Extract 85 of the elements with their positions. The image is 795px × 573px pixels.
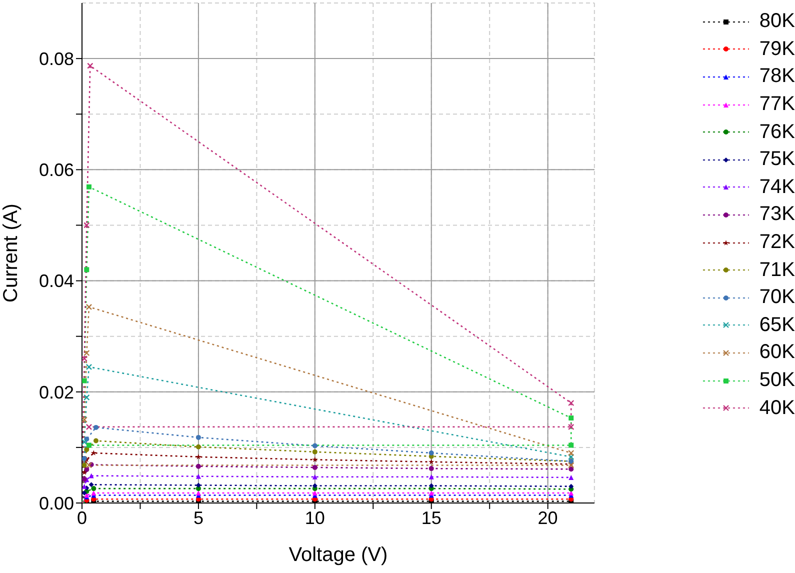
legend-label: 65K <box>759 314 795 337</box>
point <box>82 456 87 462</box>
point <box>82 355 88 362</box>
point <box>312 464 318 470</box>
point <box>86 364 92 370</box>
x-tick-label: 10 <box>304 508 325 528</box>
point <box>568 424 574 430</box>
point <box>428 458 434 464</box>
point <box>88 482 94 488</box>
point <box>312 483 318 488</box>
y-tick-label: 0.00 <box>38 493 74 514</box>
point <box>93 424 98 430</box>
legend-label: 73K <box>759 203 795 226</box>
point <box>82 484 87 489</box>
y-tick-label: 0.06 <box>38 160 74 180</box>
legend-label: 40K <box>759 396 795 420</box>
point <box>312 456 318 462</box>
legend-label: 79K <box>759 38 795 61</box>
point <box>86 184 92 190</box>
point <box>196 464 201 469</box>
legend-label: 72K <box>759 231 795 254</box>
y-axis-title: Current (A) <box>0 204 22 302</box>
point <box>428 490 434 496</box>
legend-label: 50K <box>759 369 795 392</box>
point <box>82 438 88 445</box>
point <box>91 486 96 492</box>
legend-label: 75K <box>759 148 795 172</box>
legend-label: 76K <box>759 120 795 144</box>
x-tick-label: 0 <box>76 508 88 528</box>
point <box>84 447 90 452</box>
legend-label: 77K <box>759 93 795 116</box>
legend-label: 78K <box>759 65 795 88</box>
point <box>82 378 87 384</box>
point <box>428 474 434 480</box>
point <box>86 424 92 430</box>
point <box>88 473 94 478</box>
x-tick-label: 20 <box>538 508 558 528</box>
point <box>568 416 574 420</box>
point <box>84 394 90 401</box>
point <box>82 476 87 482</box>
x-tick-label: 5 <box>193 508 204 528</box>
point <box>90 450 96 456</box>
point <box>568 474 574 480</box>
point <box>312 449 318 454</box>
point <box>568 484 574 489</box>
point <box>568 442 574 448</box>
point <box>568 466 574 472</box>
point <box>312 490 318 496</box>
point <box>568 454 574 460</box>
point <box>196 482 201 488</box>
legend-label: 60K <box>759 341 795 364</box>
point <box>82 490 87 496</box>
x-tick-label: 15 <box>421 508 442 528</box>
point <box>84 350 90 356</box>
point <box>86 462 92 468</box>
point <box>428 450 434 456</box>
point <box>428 483 434 488</box>
point <box>568 400 574 406</box>
point <box>91 490 96 496</box>
y-tick-label: 0.04 <box>38 271 74 292</box>
point <box>312 474 318 480</box>
legend-label: 74K <box>759 176 795 199</box>
point <box>84 222 90 228</box>
point <box>196 474 201 479</box>
legend-label: 80K <box>759 10 795 34</box>
point <box>82 416 88 423</box>
x-axis-title: Voltage (V) <box>288 544 388 566</box>
point <box>196 434 201 440</box>
point <box>196 490 201 496</box>
legend-label: 70K <box>759 286 795 310</box>
point <box>428 466 434 472</box>
point <box>87 62 94 69</box>
point <box>82 469 88 475</box>
y-tick-label: 0.08 <box>38 48 74 69</box>
point <box>568 450 574 456</box>
point <box>84 267 90 272</box>
point <box>93 438 98 444</box>
point <box>196 454 202 460</box>
point <box>196 444 201 450</box>
point <box>86 304 92 310</box>
point <box>86 442 92 448</box>
legend-label: 71K <box>759 258 795 282</box>
point <box>82 462 87 468</box>
y-tick-label: 0.02 <box>38 382 74 402</box>
point <box>312 443 318 448</box>
